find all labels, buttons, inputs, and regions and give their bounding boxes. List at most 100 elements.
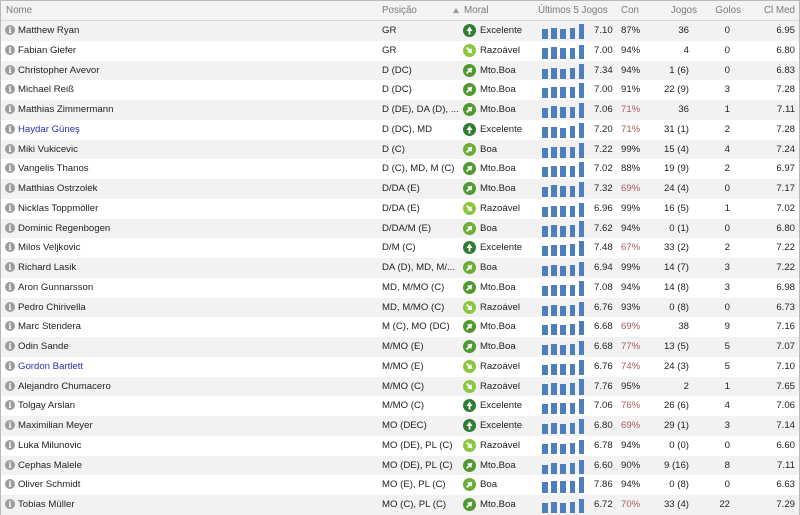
info-icon[interactable]: i xyxy=(5,25,15,35)
player-name[interactable]: Pedro Chirivella xyxy=(18,301,86,313)
table-row[interactable]: i Aron Gunnarsson MD, M/MO (C) Mto.Boa 7.08 9… xyxy=(1,277,799,298)
game-rating-bar xyxy=(551,126,557,138)
player-name[interactable]: Christopher Avevor xyxy=(18,64,100,76)
info-icon[interactable]: i xyxy=(5,262,15,273)
game-rating-bar xyxy=(542,503,548,514)
info-icon[interactable]: i xyxy=(5,242,15,253)
table-row[interactable]: i Vangelis Thanos D (C), MD, M (C) Mto.Boa 7… xyxy=(1,159,799,180)
player-name[interactable]: Matthias Ostrzolek xyxy=(18,183,98,195)
info-icon[interactable]: i xyxy=(5,222,15,233)
player-name[interactable]: Aron Gunnarsson xyxy=(18,281,94,293)
info-icon[interactable]: i xyxy=(5,400,15,411)
player-name[interactable]: Haydar Güneş xyxy=(18,123,80,135)
table-row[interactable]: i Matthew Ryan GR Excelente 7.10 87% 36 0 6.95 xyxy=(1,21,799,41)
table-row[interactable]: i Odin Sande M/MO (E) Mto.Boa 6.68 77% 13 (5) 5… xyxy=(1,337,799,357)
info-icon[interactable]: i xyxy=(5,321,15,332)
info-icon[interactable]: i xyxy=(5,281,15,292)
player-name[interactable]: Miki Vukicevic xyxy=(18,143,78,155)
column-header-condition[interactable]: Con xyxy=(621,5,639,16)
info-icon[interactable]: i xyxy=(5,202,15,213)
player-position: M (C), MO (DC) xyxy=(382,321,450,333)
column-header-name[interactable]: Nome xyxy=(6,5,33,16)
table-row[interactable]: i Richard Lasik DA (D), MD, M/... Boa 6.94 99… xyxy=(1,258,799,278)
player-name[interactable]: Richard Lasik xyxy=(18,262,77,274)
info-icon[interactable]: i xyxy=(5,439,15,450)
player-name[interactable]: Fabian Giefer xyxy=(18,44,77,56)
player-goals: 0 xyxy=(724,301,730,313)
info-icon[interactable]: i xyxy=(5,44,15,55)
game-rating-bar xyxy=(542,206,548,217)
last-5-average: 7.22 xyxy=(594,143,613,155)
last-5-games-chart xyxy=(542,240,588,257)
game-rating-bar xyxy=(569,107,576,119)
player-name[interactable]: Nicklas Toppmöller xyxy=(18,202,99,214)
player-name[interactable]: Dominic Regenbogen xyxy=(18,222,111,234)
info-icon[interactable]: i xyxy=(5,341,15,352)
table-row[interactable]: i Tobias Müller MO (C), PL (C) Mto.Boa 6.72 7… xyxy=(1,495,799,515)
player-position: M/MO (C) xyxy=(382,400,425,412)
table-row[interactable]: i Nicklas Toppmöller D/DA (E) Razoável 6.96 9… xyxy=(1,198,799,219)
info-icon[interactable]: i xyxy=(5,360,15,371)
table-row[interactable]: i Christopher Avevor D (DC) Mto.Boa 7.34 94% 1… xyxy=(1,60,799,81)
table-row[interactable]: i Maximilian Meyer MO (DEC) Excelente 6.80 69… xyxy=(1,416,799,436)
info-icon[interactable]: i xyxy=(5,104,15,115)
table-row[interactable]: i Michael Reiß D (DC) Mto.Boa 7.00 91% 22 (9) 3… xyxy=(1,80,799,101)
player-name[interactable]: Tobias Müller xyxy=(18,499,75,511)
table-row[interactable]: i Matthias Zimmermann D (DE), DA (D), ... M… xyxy=(1,100,799,120)
info-icon[interactable]: i xyxy=(5,163,15,174)
table-row[interactable]: i Milos Veljkovic D/M (C) Excelente 7.48 67% 3… xyxy=(1,238,799,259)
table-row[interactable]: i Alejandro Chumacero M/MO (C) Razoável 7.76… xyxy=(1,376,799,397)
table-row[interactable]: i Marc Stendera M (C), MO (DC) Mto.Boa 6.68 6… xyxy=(1,317,799,338)
game-rating-bar xyxy=(560,225,566,237)
player-name[interactable]: Milos Veljkovic xyxy=(18,242,81,254)
column-header-last-5-games[interactable]: Últimos 5 Jogos xyxy=(538,5,608,16)
player-name[interactable]: Marc Stendera xyxy=(18,321,81,333)
player-name[interactable]: Cephas Malele xyxy=(18,459,82,471)
column-header-morale[interactable]: Moral xyxy=(464,5,489,16)
player-name[interactable]: Gordon Bartlett xyxy=(18,360,84,372)
table-row[interactable]: i Pedro Chirivella MD, M/MO (C) Razoável 6.7… xyxy=(1,297,799,318)
player-name[interactable]: Odin Sande xyxy=(18,341,69,353)
player-name[interactable]: Matthias Zimmermann xyxy=(18,104,114,116)
info-icon[interactable]: i xyxy=(5,123,15,134)
very-good-arrow-icon xyxy=(463,458,476,472)
info-icon[interactable]: i xyxy=(5,420,15,431)
game-rating-bar xyxy=(569,382,576,395)
info-icon[interactable]: i xyxy=(5,499,15,510)
info-icon[interactable]: i xyxy=(5,301,15,312)
last-5-games-chart xyxy=(542,280,588,296)
table-row[interactable]: i Dominic Regenbogen D/DA/M (E) Boa 7.62 94% 0… xyxy=(1,218,799,239)
player-name[interactable]: Alejandro Chumacero xyxy=(18,380,111,392)
table-row[interactable]: i Fabian Giefer GR Razoável 7.00 94% 4 0 6.80 xyxy=(1,40,799,61)
column-header-games[interactable]: Jogos xyxy=(670,5,697,16)
info-icon[interactable]: i xyxy=(5,459,15,470)
info-icon[interactable]: i xyxy=(5,143,15,154)
player-name[interactable]: Luka Milunovic xyxy=(18,439,82,451)
player-name[interactable]: Vangelis Thanos xyxy=(18,163,89,175)
player-condition: 77% xyxy=(621,341,641,353)
player-name[interactable]: Matthew Ryan xyxy=(18,25,80,36)
game-rating-bar xyxy=(578,321,585,336)
info-icon[interactable]: i xyxy=(5,380,15,391)
player-name[interactable]: Tolgay Arslan xyxy=(18,400,76,412)
player-name[interactable]: Maximilian Meyer xyxy=(18,420,93,432)
table-row[interactable]: i Miki Vukicevic D (C) Boa 7.22 99% 15 (4) 4 7.2… xyxy=(1,139,799,160)
info-icon[interactable]: i xyxy=(5,479,15,490)
info-icon[interactable]: i xyxy=(5,64,15,75)
player-name[interactable]: Michael Reiß xyxy=(18,84,74,96)
column-header-avg-rating[interactable]: Cl Med xyxy=(763,5,795,16)
column-header-goals[interactable]: Golos xyxy=(715,5,741,16)
column-header-position[interactable]: Posição xyxy=(382,5,417,16)
table-row[interactable]: i Cephas Malele MO (DE), PL (C) Mto.Boa 6.60… xyxy=(1,455,799,476)
player-name[interactable]: Oliver Schmidt xyxy=(18,479,81,491)
table-row[interactable]: i Tolgay Arslan M/MO (C) Excelente 7.06 76% 26… xyxy=(1,396,799,417)
table-row[interactable]: i Gordon Bartlett M/MO (E) Razoável 6.76 74% 2… xyxy=(1,356,799,377)
table-row[interactable]: i Matthias Ostrzolek D/DA (E) Mto.Boa 7.32 69… xyxy=(1,179,799,199)
table-row[interactable]: i Oliver Schmidt MO (E), PL (C) Boa 7.86 94% 0… xyxy=(1,475,799,496)
info-icon[interactable]: i xyxy=(5,84,15,95)
table-row[interactable]: i Haydar Güneş D (DC), MD Excelente 7.20 71% 3… xyxy=(1,119,799,140)
player-avg-rating: 7.06 xyxy=(776,400,795,412)
info-icon[interactable]: i xyxy=(5,183,15,194)
table-row[interactable]: i Luka Milunovic MO (DE), PL (C) Razoável 6.… xyxy=(1,435,799,456)
player-avg-rating: 7.14 xyxy=(776,420,795,432)
